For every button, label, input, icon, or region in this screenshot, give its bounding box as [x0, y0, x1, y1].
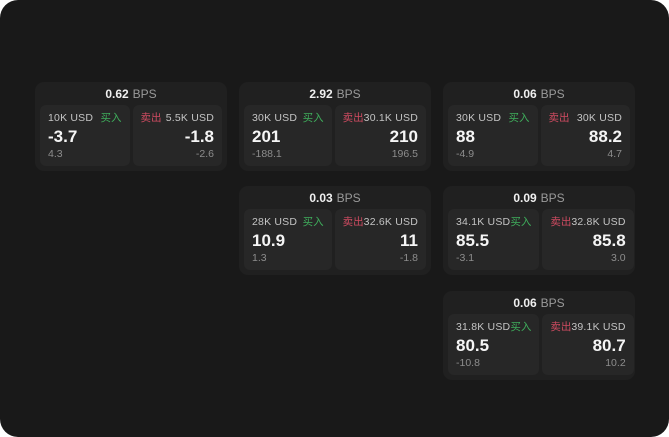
- buy-panel[interactable]: 34.1K USD 买入 85.5 -3.1: [448, 209, 540, 270]
- quote-card-2: 2.92 BPS 30K USD 买入 201 -188.1 卖出 30.1K …: [239, 82, 431, 171]
- buy-size: 10K USD: [48, 112, 94, 124]
- buy-delta: -10.8: [456, 357, 480, 369]
- bps-header: 0.03 BPS: [239, 186, 431, 209]
- sell-panel[interactable]: 卖出 30K USD 88.2 4.7: [540, 105, 630, 166]
- buy-panel[interactable]: 30K USD 买入 88 -4.9: [448, 105, 538, 166]
- buy-label: 买入: [510, 216, 532, 228]
- bps-header: 0.62 BPS: [35, 82, 227, 105]
- buy-size: 30K USD: [456, 112, 502, 124]
- bps-unit: BPS: [132, 86, 157, 101]
- sell-delta: -2.6: [195, 148, 214, 160]
- buy-price: 80.5: [456, 336, 490, 355]
- sell-size: 32.6K USD: [363, 216, 418, 228]
- sell-delta: 10.2: [605, 357, 626, 369]
- bps-value: 0.06: [513, 86, 537, 101]
- bps-unit: BPS: [540, 86, 565, 101]
- sell-size: 32.8K USD: [571, 216, 626, 228]
- sell-price: 85.8: [592, 231, 626, 250]
- bps-header: 0.06 BPS: [443, 291, 635, 314]
- sell-price: 11: [400, 231, 418, 250]
- quote-panels: 34.1K USD 买入 85.5 -3.1 卖出 32.8K USD 85.8…: [443, 209, 635, 270]
- buy-price: 10.9: [252, 231, 286, 250]
- buy-size: 34.1K USD: [456, 216, 511, 228]
- buy-price: 85.5: [456, 231, 490, 250]
- sell-size: 30K USD: [576, 112, 622, 124]
- bps-value: 0.06: [513, 295, 537, 310]
- sell-label: 卖出: [548, 112, 570, 124]
- sell-label: 卖出: [140, 112, 162, 124]
- buy-label: 买入: [302, 112, 324, 124]
- sell-panel[interactable]: 卖出 30.1K USD 210 196.5: [334, 105, 426, 166]
- bps-unit: BPS: [336, 86, 361, 101]
- sell-panel[interactable]: 卖出 5.5K USD -1.8 -2.6: [132, 105, 222, 166]
- sell-panel[interactable]: 卖出 39.1K USD 80.7 10.2: [542, 314, 634, 375]
- buy-delta: -188.1: [252, 148, 282, 160]
- sell-panel[interactable]: 卖出 32.8K USD 85.8 3.0: [542, 209, 634, 270]
- quote-card-1: 0.62 BPS 10K USD 买入 -3.7 4.3 卖出 5.5K USD: [35, 82, 227, 171]
- bps-unit: BPS: [336, 190, 361, 205]
- buy-delta: 4.3: [48, 148, 63, 160]
- buy-price: 201: [252, 127, 281, 146]
- sell-price: -1.8: [184, 127, 214, 146]
- sell-panel[interactable]: 卖出 32.6K USD 11 -1.8: [334, 209, 426, 270]
- quote-panels: 31.8K USD 买入 80.5 -10.8 卖出 39.1K USD 80.…: [443, 314, 635, 375]
- buy-size: 28K USD: [252, 216, 298, 228]
- bps-value: 0.62: [105, 86, 129, 101]
- buy-label: 买入: [302, 216, 324, 228]
- buy-panel[interactable]: 31.8K USD 买入 80.5 -10.8: [448, 314, 540, 375]
- quote-panels: 30K USD 买入 88 -4.9 卖出 30K USD 88.2 4.7: [443, 105, 635, 166]
- sell-label: 卖出: [550, 216, 572, 228]
- sell-size: 39.1K USD: [571, 321, 626, 333]
- buy-price: -3.7: [48, 127, 78, 146]
- buy-label: 买入: [100, 112, 122, 124]
- buy-panel[interactable]: 30K USD 买入 201 -188.1: [244, 105, 332, 166]
- sell-delta: 3.0: [611, 252, 626, 264]
- sell-size: 5.5K USD: [165, 112, 214, 124]
- sell-label: 卖出: [342, 112, 364, 124]
- buy-price: 88: [456, 127, 475, 146]
- buy-size: 31.8K USD: [456, 321, 511, 333]
- sell-label: 卖出: [342, 216, 364, 228]
- quote-card-4: 0.03 BPS 28K USD 买入 10.9 1.3 卖出 32.6K US…: [239, 186, 431, 275]
- sell-price: 80.7: [592, 336, 626, 355]
- bps-header: 0.06 BPS: [443, 82, 635, 105]
- buy-delta: 1.3: [252, 252, 267, 264]
- sell-size: 30.1K USD: [363, 112, 418, 124]
- quote-panels: 28K USD 买入 10.9 1.3 卖出 32.6K USD 11 -1.8: [239, 209, 431, 270]
- bps-unit: BPS: [540, 190, 565, 205]
- buy-panel[interactable]: 28K USD 买入 10.9 1.3: [244, 209, 332, 270]
- sell-price: 210: [389, 127, 418, 146]
- quote-card-5: 0.09 BPS 34.1K USD 买入 85.5 -3.1 卖出 32.8K…: [443, 186, 635, 275]
- bps-header: 2.92 BPS: [239, 82, 431, 105]
- quote-card-3: 0.06 BPS 30K USD 买入 88 -4.9 卖出 30K USD: [443, 82, 635, 171]
- quote-panels: 30K USD 买入 201 -188.1 卖出 30.1K USD 210 1…: [239, 105, 431, 166]
- buy-delta: -3.1: [456, 252, 475, 264]
- buy-panel[interactable]: 10K USD 买入 -3.7 4.3: [40, 105, 130, 166]
- bps-value: 0.03: [309, 190, 333, 205]
- sell-label: 卖出: [550, 321, 572, 333]
- bps-value: 0.09: [513, 190, 537, 205]
- quote-panels: 10K USD 买入 -3.7 4.3 卖出 5.5K USD -1.8 -2.…: [35, 105, 227, 166]
- buy-label: 买入: [508, 112, 530, 124]
- buy-size: 30K USD: [252, 112, 298, 124]
- buy-label: 买入: [510, 321, 532, 333]
- quote-card-6: 0.06 BPS 31.8K USD 买入 80.5 -10.8 卖出 39.1…: [443, 291, 635, 380]
- sell-delta: 196.5: [391, 148, 418, 160]
- sell-delta: 4.7: [607, 148, 622, 160]
- sell-delta: -1.8: [399, 252, 418, 264]
- bps-value: 2.92: [309, 86, 333, 101]
- bps-unit: BPS: [540, 295, 565, 310]
- bps-header: 0.09 BPS: [443, 186, 635, 209]
- buy-delta: -4.9: [456, 148, 475, 160]
- sell-price: 88.2: [588, 127, 622, 146]
